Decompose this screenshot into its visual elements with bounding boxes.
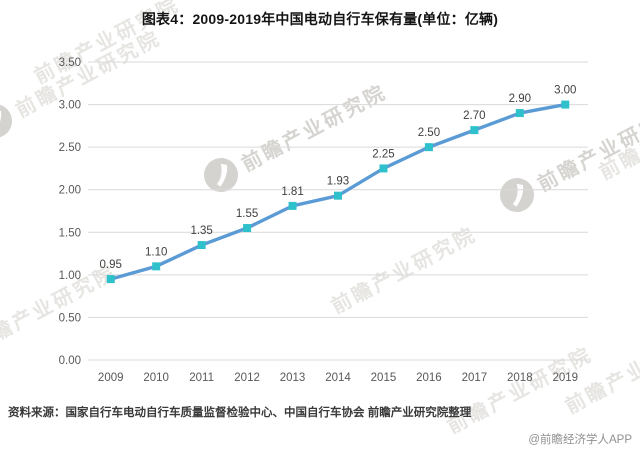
x-tick-label: 2011 [189, 372, 214, 384]
data-point-label: 1.81 [281, 186, 303, 198]
y-tick-label: 1.50 [59, 227, 81, 239]
data-point-marker [152, 262, 161, 271]
x-tick-label: 2010 [143, 372, 169, 384]
line-chart: 0.00 0.50 1.00 1.50 2.00 2.50 3.00 3.50 2009 2010… [59, 57, 588, 384]
data-point-marker [424, 143, 433, 152]
data-point-label: 1.93 [327, 176, 349, 188]
y-tick-label: 0.50 [59, 312, 81, 324]
credit-watermark-text: @前瞻经济学人APP [528, 434, 632, 446]
data-point-label: 2.25 [372, 148, 394, 160]
x-tick-label: 2018 [507, 372, 533, 384]
data-point-label: 0.95 [100, 259, 122, 271]
chart-title: 图表4：2009-2019年中国电动自行车保有量(单位：亿辆) [141, 11, 499, 27]
y-tick-label: 1.00 [59, 270, 81, 282]
data-point-marker [288, 201, 297, 210]
y-tick-label: 2.50 [59, 142, 81, 154]
data-point-marker [243, 224, 252, 233]
x-tick-label: 2016 [416, 372, 442, 384]
data-point-marker [515, 109, 524, 118]
data-point-label: 1.10 [145, 246, 167, 258]
x-tick-label: 2019 [552, 372, 578, 384]
data-point-label: 1.55 [236, 208, 258, 220]
data-point-label: 2.70 [463, 110, 485, 122]
x-tick-label: 2009 [98, 372, 124, 384]
y-tick-label: 3.00 [59, 100, 81, 112]
data-point-label: 2.50 [418, 127, 440, 139]
data-point-marker [561, 100, 570, 109]
x-tick-label: 2017 [462, 372, 488, 384]
data-point-label: 3.00 [554, 85, 576, 97]
data-point-marker [470, 126, 479, 135]
data-point-marker [334, 191, 342, 200]
data-point-label: 1.35 [190, 225, 212, 237]
x-tick-label: 2015 [371, 372, 397, 384]
y-tick-label: 2.00 [59, 185, 81, 197]
data-point-marker [106, 275, 115, 284]
x-tick-label: 2014 [325, 372, 351, 384]
data-point-marker [197, 241, 206, 250]
data-point-marker [379, 164, 388, 173]
source-note: 资料来源：国家自行车电动自行车质量监督检验中心、中国自行车协会 前瞻产业研究院整… [8, 407, 472, 419]
y-tick-label: 3.50 [59, 57, 81, 69]
x-tick-label: 2013 [280, 372, 306, 384]
data-point-label: 2.90 [509, 93, 531, 105]
y-tick-label: 0.00 [59, 355, 81, 367]
x-tick-label: 2012 [234, 372, 260, 384]
